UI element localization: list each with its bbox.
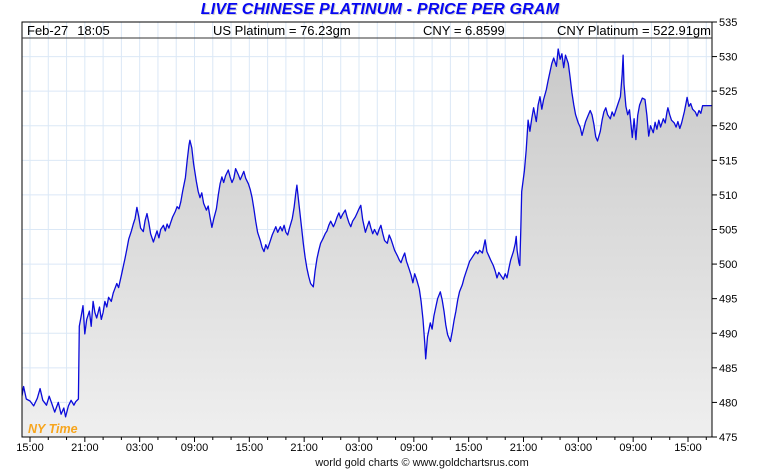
header-us-platinum: US Platinum = 76.23gm: [213, 23, 351, 38]
y-tick-label: 525: [719, 86, 737, 98]
y-tick-label: 535: [719, 17, 737, 29]
chart-title: LIVE CHINESE PLATINUM - PRICE PER GRAM: [200, 1, 560, 18]
x-tick-label: 03:00: [345, 442, 373, 454]
x-tick-label: 09:00: [181, 442, 209, 454]
ny-time-label: NY Time: [28, 422, 78, 436]
x-tick-label: 15:00: [16, 442, 44, 454]
x-tick-label: 21:00: [290, 442, 318, 454]
x-tick-label: 21:00: [510, 442, 538, 454]
price-area-fill: [22, 49, 712, 437]
x-tick-label: 09:00: [400, 442, 428, 454]
x-tick-label: 03:00: [565, 442, 593, 454]
header-cny-platinum: CNY Platinum = 522.91gm: [556, 23, 711, 38]
y-tick-label: 510: [719, 190, 737, 202]
x-tick-label: 09:00: [619, 442, 647, 454]
y-tick-label: 485: [719, 363, 737, 375]
price-line: [22, 48, 712, 418]
x-tick-label: 21:00: [71, 442, 99, 454]
x-tick-label: 03:00: [126, 442, 154, 454]
tick-marks: [29, 21, 717, 442]
y-tick-label: 480: [719, 397, 737, 409]
header-date: Feb-27: [27, 23, 69, 38]
copyright-footer: world gold charts © www.goldchartsrus.co…: [315, 457, 529, 469]
y-tick-label: 500: [719, 259, 737, 271]
x-tick-label: 15:00: [674, 442, 702, 454]
y-tick-label: 515: [719, 155, 737, 167]
y-tick-label: 475: [719, 432, 737, 444]
x-axis-labels: 15:00 21:00 03:00 09:00 15:00 21:00 03:00 09:00…: [16, 442, 702, 454]
x-tick-label: 15:00: [455, 442, 483, 454]
y-tick-label: 495: [719, 294, 737, 306]
header-cny-rate: CNY = 6.8599: [423, 23, 505, 38]
header-datetime: Feb-27 18:05: [27, 23, 110, 38]
y-tick-label: 520: [719, 121, 737, 133]
y-axis-labels: 475 480 485 490 495 500 505 510 515 520 525 530 535: [719, 17, 737, 444]
y-tick-label: 490: [719, 328, 737, 340]
y-tick-label: 530: [719, 52, 737, 64]
x-tick-label: 15:00: [236, 442, 264, 454]
header-time: 18:05: [77, 23, 110, 38]
y-tick-label: 505: [719, 225, 737, 237]
